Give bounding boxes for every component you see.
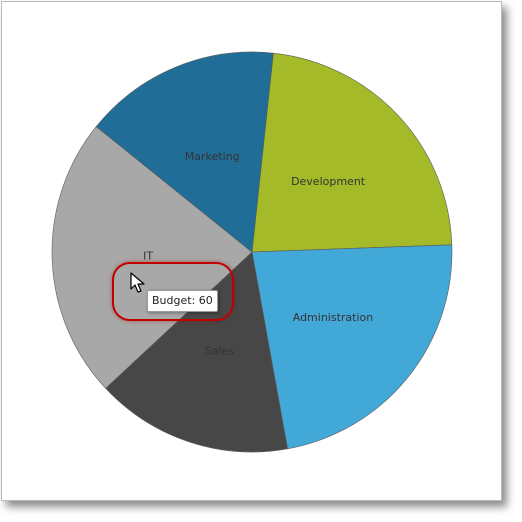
highlight-callout: [112, 262, 234, 321]
slice-label-sales: Sales: [205, 345, 235, 358]
slice-label-marketing: Marketing: [185, 150, 240, 163]
slice-label-development: Development: [291, 175, 366, 188]
pie-slice-it[interactable]: [51, 126, 253, 389]
chart-frame: Development Administration Sales IT Marketin…: [1, 1, 502, 501]
pie-slice-administration[interactable]: [251, 244, 453, 450]
mouse-pointer-icon: [130, 272, 145, 293]
pie-chart: Development Administration Sales IT Marketin…: [51, 51, 453, 453]
slice-label-administration: Administration: [293, 311, 374, 324]
pie-slice-marketing[interactable]: [95, 51, 274, 253]
pie-slice-development[interactable]: [251, 52, 453, 253]
budget-tooltip: Budget: 60: [147, 290, 218, 312]
slice-label-it: IT: [143, 250, 153, 263]
pie-slice-sales[interactable]: [105, 251, 288, 453]
